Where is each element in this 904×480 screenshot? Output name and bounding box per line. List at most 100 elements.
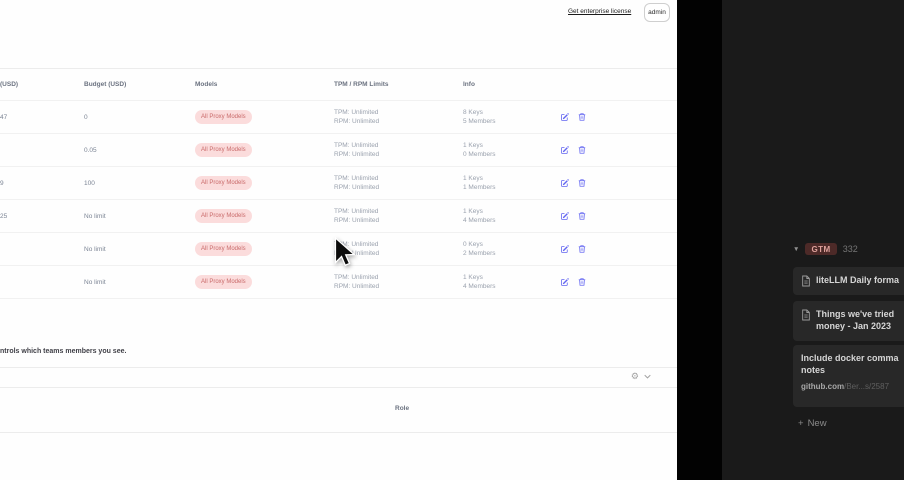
note-card[interactable]: Things we've tried money - Jan 2023	[793, 301, 904, 341]
trash-icon	[578, 146, 586, 154]
delete-team-button[interactable]	[577, 112, 587, 122]
table-row: 25 No limit All Proxy Models TPM: Unlimi…	[0, 200, 677, 233]
col-models: Models	[195, 81, 218, 88]
note-card[interactable]: Include docker comma notes github.com/Be…	[793, 345, 904, 407]
row-actions	[560, 244, 677, 254]
edit-team-button[interactable]	[560, 145, 570, 155]
note-title: Include docker comma notes	[801, 353, 899, 375]
gear-icon[interactable]: ⚙	[630, 371, 639, 381]
info-cell: 8 Keys 5 Members	[463, 108, 560, 126]
edit-team-button[interactable]	[560, 211, 570, 221]
edit-team-button[interactable]	[560, 178, 570, 188]
divider	[0, 432, 677, 433]
delete-team-button[interactable]	[577, 277, 587, 287]
info-cell: 0 Keys 2 Members	[463, 240, 560, 258]
new-note-button[interactable]: + New	[798, 418, 827, 429]
edit-team-button[interactable]	[560, 112, 570, 122]
tpm-limit: TPM: Unlimited	[334, 142, 379, 149]
table-row: 47 0 All Proxy Models TPM: Unlimited RPM…	[0, 101, 677, 134]
window-gap	[677, 0, 722, 480]
tpm-limit: TPM: Unlimited	[334, 175, 379, 182]
rpm-limit: RPM: Unlimited	[334, 184, 380, 191]
info-cell: 1 Keys 4 Members	[463, 273, 560, 291]
note-title: Things we've tried money - Jan 2023	[816, 309, 895, 331]
limits-cell: TPM: Unlimited RPM: Unlimited	[334, 174, 463, 192]
litellm-admin-panel: Get enterprise license admin (USD) Budge…	[0, 0, 677, 480]
spend-value: 25	[0, 212, 8, 220]
info-cell: 1 Keys 1 Members	[463, 174, 560, 192]
rpm-limit: RPM: Unlimited	[334, 151, 380, 158]
edit-pencil-icon	[561, 278, 569, 286]
note-link[interactable]: github.com/Ber...s/2587	[801, 382, 889, 392]
models-cell: All Proxy Models	[195, 143, 334, 157]
delete-team-button[interactable]	[577, 145, 587, 155]
budget-value: 0.05	[84, 146, 97, 154]
trash-icon	[578, 245, 586, 253]
gtm-tag[interactable]: GTM	[805, 243, 837, 255]
table-row: 0.05 All Proxy Models TPM: Unlimited RPM…	[0, 134, 677, 167]
edit-pencil-icon	[561, 146, 569, 154]
keys-count: 1 Keys	[463, 142, 483, 149]
models-badge: All Proxy Models	[195, 176, 252, 190]
teams-table: (USD) Budget (USD) Models TPM / RPM Limi…	[0, 68, 677, 299]
col-info: Info	[463, 81, 475, 88]
edit-team-button[interactable]	[560, 244, 570, 254]
edit-pencil-icon	[561, 113, 569, 121]
tpm-limit: TPM: Unlimited	[334, 241, 379, 248]
limits-cell: TPM: Unlimited RPM: Unlimited	[334, 207, 463, 225]
limits-cell: TPM: Unlimited RPM: Unlimited	[334, 108, 463, 126]
models-cell: All Proxy Models	[195, 209, 334, 223]
models-badge: All Proxy Models	[195, 110, 252, 124]
row-actions	[560, 145, 677, 155]
info-cell: 1 Keys 0 Members	[463, 141, 560, 159]
members-count: 0 Members	[463, 151, 496, 158]
limits-cell: TPM: Unlimited RPM: Unlimited	[334, 141, 463, 159]
spend-value: 47	[0, 113, 8, 121]
link-host: github.com	[801, 382, 845, 391]
models-cell: All Proxy Models	[195, 275, 334, 289]
budget-value: No limit	[84, 278, 106, 286]
budget-value: No limit	[84, 245, 106, 253]
group-header: ▼ GTM 332	[793, 243, 858, 255]
members-count: 4 Members	[463, 283, 496, 290]
keys-count: 1 Keys	[463, 208, 483, 215]
col-tpm-rpm-limits: TPM / RPM Limits	[334, 81, 389, 88]
tpm-limit: TPM: Unlimited	[334, 109, 379, 116]
tpm-limit: TPM: Unlimited	[334, 208, 379, 215]
document-icon	[802, 309, 810, 321]
chevron-down-icon[interactable]	[644, 374, 651, 379]
keys-count: 8 Keys	[463, 109, 483, 116]
spend-value: 9	[0, 179, 4, 187]
edit-pencil-icon	[561, 212, 569, 220]
members-count: 4 Members	[463, 217, 496, 224]
collapse-triangle-icon[interactable]: ▼	[793, 245, 800, 253]
row-actions	[560, 211, 677, 221]
edit-pencil-icon	[561, 245, 569, 253]
rpm-limit: RPM: Unlimited	[334, 250, 380, 257]
info-cell: 1 Keys 4 Members	[463, 207, 560, 225]
link-rest: /Ber...s/2587	[844, 382, 890, 391]
note-title: liteLLM Daily forma	[816, 275, 900, 285]
col-budget-usd: Budget (USD)	[84, 81, 127, 88]
plus-icon: +	[798, 418, 804, 429]
team-visibility-description: ntrols which teams members you see.	[0, 348, 127, 355]
delete-team-button[interactable]	[577, 211, 587, 221]
budget-value: No limit	[84, 212, 106, 220]
trash-icon	[578, 212, 586, 220]
group-count: 332	[842, 244, 858, 254]
trash-icon	[578, 278, 586, 286]
models-cell: All Proxy Models	[195, 176, 334, 190]
delete-team-button[interactable]	[577, 178, 587, 188]
admin-user-button[interactable]: admin	[644, 3, 670, 22]
table-row: 9 100 All Proxy Models TPM: Unlimited RP…	[0, 167, 677, 200]
trash-icon	[578, 179, 586, 187]
models-badge: All Proxy Models	[195, 209, 252, 223]
get-enterprise-license-link[interactable]: Get enterprise license	[568, 8, 632, 15]
rpm-limit: RPM: Unlimited	[334, 118, 380, 125]
delete-team-button[interactable]	[577, 244, 587, 254]
note-card[interactable]: liteLLM Daily forma	[793, 267, 904, 295]
models-badge: All Proxy Models	[195, 275, 252, 289]
settings-strip: ⚙	[0, 367, 677, 388]
rpm-limit: RPM: Unlimited	[334, 283, 380, 290]
edit-team-button[interactable]	[560, 277, 570, 287]
